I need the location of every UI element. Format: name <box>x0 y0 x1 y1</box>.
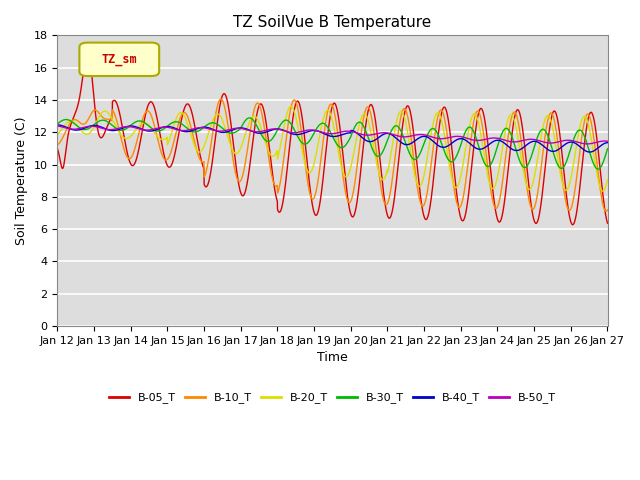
Text: TZ_sm: TZ_sm <box>102 53 138 66</box>
Title: TZ SoilVue B Temperature: TZ SoilVue B Temperature <box>234 15 431 30</box>
X-axis label: Time: Time <box>317 351 348 364</box>
FancyBboxPatch shape <box>79 43 159 76</box>
Y-axis label: Soil Temperature (C): Soil Temperature (C) <box>15 117 28 245</box>
Legend: B-05_T, B-10_T, B-20_T, B-30_T, B-40_T, B-50_T: B-05_T, B-10_T, B-20_T, B-30_T, B-40_T, … <box>105 388 560 408</box>
